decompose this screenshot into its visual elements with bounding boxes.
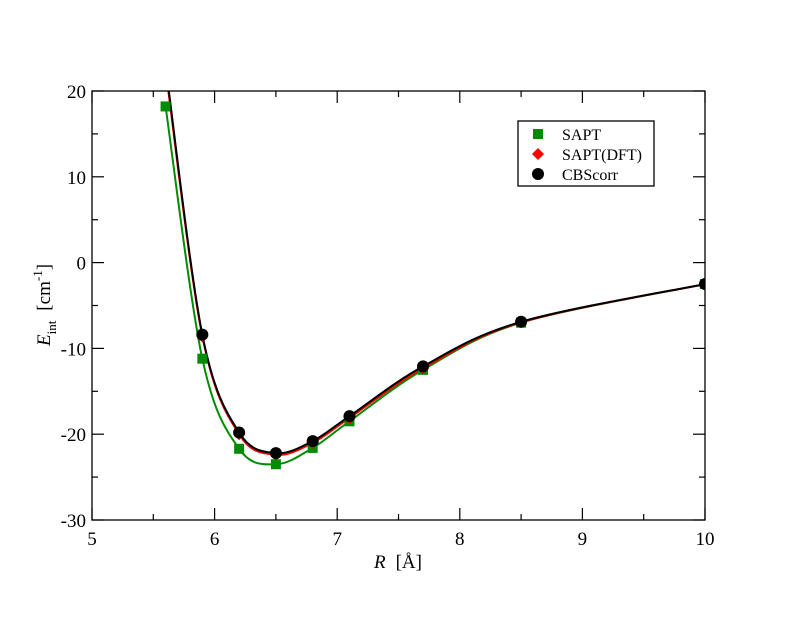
data-point-circle	[269, 447, 282, 460]
data-point-square	[160, 101, 171, 112]
data-point-circle	[196, 328, 209, 341]
y-axis-label-subscript: int	[44, 320, 59, 334]
data-point-circle	[233, 426, 246, 439]
legend-items: SAPT SAPT(DFT) CBScorr	[532, 127, 642, 184]
x-tick-label: 9	[578, 529, 588, 550]
data-point-square	[197, 353, 208, 364]
x-axis-label: R [Å]	[373, 552, 422, 573]
y-axis-label-symbol: E	[34, 334, 55, 347]
plot-markers	[160, 59, 705, 470]
legend: SAPT SAPT(DFT) CBScorr	[517, 120, 655, 187]
legend-label: CBScorr	[562, 167, 619, 184]
y-axis-label-unit: [cm	[34, 281, 55, 311]
y-axis-label-bracket: ]	[34, 264, 55, 270]
legend-marker-circle	[532, 168, 544, 180]
x-axis-label-symbol: R	[373, 552, 386, 573]
data-point-circle	[343, 410, 356, 423]
data-point-square	[234, 443, 245, 454]
x-tick-label: 8	[455, 529, 465, 550]
x-tick-label: 10	[696, 529, 715, 550]
data-point-circle	[515, 315, 528, 328]
data-point-circle	[160, 59, 172, 71]
y-axis-label-superscript: -1	[30, 270, 45, 281]
legend-marker-square	[533, 129, 543, 139]
x-axis-label-unit: [Å]	[396, 552, 422, 573]
y-axis-label: Eint [cm-1]	[30, 264, 59, 347]
x-tick-label: 6	[210, 529, 220, 550]
x-tick-label: 5	[87, 529, 97, 550]
y-tick-label: -10	[61, 339, 86, 360]
axis-ticks	[91, 90, 706, 521]
y-tick-label: -30	[61, 511, 86, 532]
y-tick-label: 0	[77, 254, 87, 275]
data-point-circle	[699, 278, 705, 291]
y-tick-labels: -30 -20 -10 0 10 20	[61, 82, 86, 532]
y-tick-label: -20	[61, 425, 86, 446]
y-tick-label: 10	[67, 168, 86, 189]
legend-label: SAPT(DFT)	[562, 147, 642, 164]
x-tick-label: 7	[332, 529, 342, 550]
data-point-circle	[306, 435, 319, 448]
data-point-square	[270, 459, 281, 470]
y-tick-label: 20	[67, 82, 86, 103]
data-point-diamond	[160, 64, 172, 76]
legend-marker-diamond	[532, 148, 544, 160]
data-point-circle	[417, 360, 430, 373]
legend-label: SAPT	[562, 127, 601, 144]
x-tick-labels: 5 6 7 8 9 10	[87, 529, 714, 550]
